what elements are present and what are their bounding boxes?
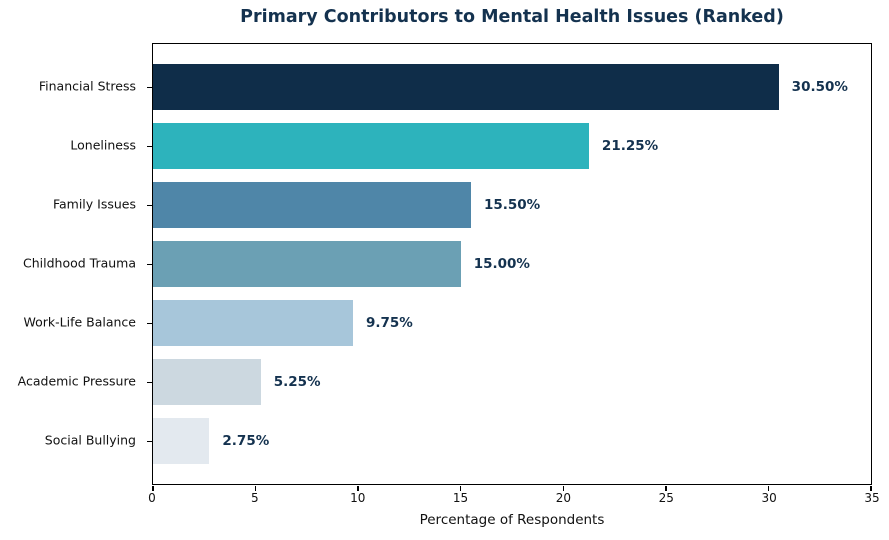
category-label: Academic Pressure bbox=[17, 373, 136, 389]
x-tick-mark bbox=[460, 485, 462, 491]
y-tick-mark bbox=[147, 146, 152, 148]
bar-value-label: 2.75% bbox=[222, 433, 270, 449]
category-label: Loneliness bbox=[70, 137, 136, 153]
category-label: Family Issues bbox=[52, 196, 136, 212]
bar-value-label: 21.25% bbox=[601, 138, 659, 154]
x-tick-mark bbox=[152, 485, 154, 491]
bar-value-label: 5.25% bbox=[273, 374, 321, 390]
x-tick-label: 35 bbox=[864, 491, 880, 505]
x-tick-label: 30 bbox=[761, 491, 777, 505]
y-tick-mark bbox=[147, 323, 152, 325]
bar-value-label: 15.00% bbox=[473, 256, 530, 272]
bar-social-bullying bbox=[153, 418, 210, 464]
bar-value-label: 15.50% bbox=[483, 197, 541, 213]
bar-work-life-balance bbox=[153, 300, 353, 346]
bar-value-label: 9.75% bbox=[366, 315, 413, 331]
x-tick-mark bbox=[357, 485, 359, 491]
y-tick-mark bbox=[147, 87, 152, 89]
x-tick-label: 15 bbox=[452, 491, 469, 505]
y-axis-category-labels: Financial Stress Loneliness Family Issues C… bbox=[0, 43, 145, 485]
bar-value-label: 30.50% bbox=[791, 79, 848, 95]
category-label: Social Bullying bbox=[44, 432, 136, 448]
x-tick-mark bbox=[665, 485, 667, 491]
bar-financial-stress bbox=[153, 64, 779, 110]
y-tick-mark bbox=[147, 205, 152, 207]
plot-area: 30.50% 21.25% 15.50% 15.00% 9.75% 5.25% 2.75% bbox=[147, 43, 872, 491]
x-tick-mark bbox=[562, 485, 564, 491]
x-tick-mark bbox=[254, 485, 257, 491]
category-label: Work-Life Balance bbox=[23, 314, 136, 330]
bar-family-issues bbox=[153, 182, 471, 228]
x-tick-mark bbox=[767, 485, 770, 491]
bar-loneliness bbox=[153, 123, 589, 169]
category-label: Financial Stress bbox=[38, 78, 136, 94]
x-tick-label: 10 bbox=[350, 491, 366, 505]
bar-academic-pressure bbox=[153, 359, 261, 405]
y-tick-mark bbox=[147, 264, 152, 266]
x-axis-tick-labels: 0 5 10 15 20 25 30 35 bbox=[148, 491, 879, 507]
chart-title: Primary Contributors to Mental Health Is… bbox=[240, 7, 784, 27]
x-tick-label: 0 bbox=[148, 491, 156, 505]
x-tick-mark bbox=[870, 485, 872, 491]
y-tick-mark bbox=[147, 382, 152, 384]
x-tick-label: 25 bbox=[658, 491, 674, 505]
y-tick-mark bbox=[147, 441, 152, 443]
bar-childhood-trauma bbox=[153, 241, 461, 287]
x-axis-label: Percentage of Respondents bbox=[419, 512, 605, 528]
x-tick-label: 5 bbox=[251, 491, 259, 505]
x-tick-label: 20 bbox=[555, 491, 572, 505]
category-label: Childhood Trauma bbox=[22, 255, 136, 271]
